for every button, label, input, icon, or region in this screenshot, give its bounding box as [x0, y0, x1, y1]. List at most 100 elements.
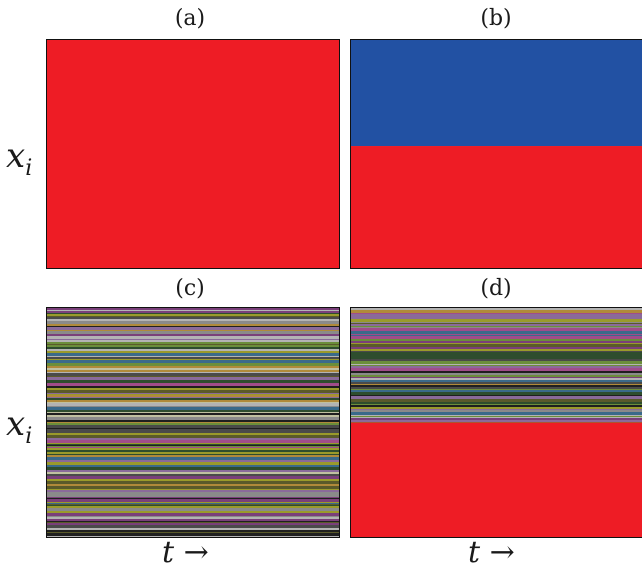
stripe	[351, 335, 642, 336]
stripe	[351, 336, 642, 339]
stripe	[47, 398, 339, 400]
stripe	[351, 418, 642, 420]
striped-band	[351, 308, 642, 423]
stripe	[47, 503, 339, 504]
stripe	[351, 361, 642, 364]
stripe	[47, 476, 339, 479]
stripe	[47, 386, 339, 388]
stripe	[47, 311, 339, 313]
stripe	[47, 479, 339, 481]
stripe	[47, 450, 339, 452]
panel-a-title: (a)	[174, 6, 206, 31]
stripe	[47, 373, 339, 376]
stripe	[47, 380, 339, 383]
stripe	[47, 376, 339, 377]
stripe	[47, 460, 339, 462]
stripe	[47, 348, 339, 349]
stripe	[47, 423, 339, 424]
stripe	[47, 498, 339, 499]
stripe	[351, 371, 642, 373]
stripe	[47, 523, 339, 525]
stripe	[47, 457, 339, 460]
stripe	[351, 319, 642, 322]
stripe	[351, 314, 642, 317]
stripe	[47, 472, 339, 474]
stripe	[351, 387, 642, 389]
stripe	[47, 511, 339, 513]
stripe	[47, 353, 339, 356]
stripe	[47, 465, 339, 467]
stripe	[351, 354, 642, 357]
stripe	[351, 375, 642, 377]
stripe	[47, 393, 339, 394]
stripe	[47, 448, 339, 450]
stripe	[47, 389, 339, 390]
stripe	[47, 310, 339, 311]
stripe	[47, 415, 339, 417]
stripe	[47, 313, 339, 314]
stripe	[47, 327, 339, 330]
stripe	[47, 443, 339, 444]
panel-b-plot	[350, 39, 642, 269]
stripe	[47, 400, 339, 402]
stripe	[47, 484, 339, 486]
stripe	[47, 431, 339, 433]
stripe	[351, 377, 642, 378]
stripe	[351, 328, 642, 331]
stripe	[47, 359, 339, 360]
stripe	[351, 416, 642, 417]
ylabel-top-main: x	[6, 136, 26, 176]
stripe	[47, 436, 339, 438]
stripe	[351, 409, 642, 410]
stripe	[47, 444, 339, 445]
stripe	[47, 428, 339, 429]
stripe	[351, 334, 642, 335]
panel-a-ylabel: xi	[6, 136, 32, 181]
stripe	[47, 324, 339, 326]
stripe	[351, 405, 642, 407]
stripe	[351, 422, 642, 423]
stripe	[351, 359, 642, 361]
stripe	[351, 313, 642, 314]
stripe	[47, 446, 339, 447]
stripe	[47, 321, 339, 324]
heatmap-panel-b	[351, 40, 642, 268]
stripe	[47, 351, 339, 353]
stripe	[47, 474, 339, 476]
stripe	[47, 486, 339, 489]
stripe	[351, 339, 642, 341]
stripe	[351, 373, 642, 375]
stripe	[47, 349, 339, 351]
stripe	[47, 528, 339, 530]
stripe	[351, 390, 642, 392]
stripe	[47, 342, 339, 344]
stripe	[351, 349, 642, 351]
stripe	[47, 530, 339, 532]
stripe	[351, 365, 642, 366]
stripe	[351, 417, 642, 418]
stripe	[351, 412, 642, 415]
stripe	[47, 356, 339, 357]
stripe	[47, 413, 339, 414]
stripe	[47, 517, 339, 519]
stripe	[351, 331, 642, 334]
stripe	[47, 519, 339, 521]
stripe	[351, 378, 642, 380]
stripe	[351, 384, 642, 385]
panel-d-plot	[350, 307, 642, 538]
stripe	[47, 536, 339, 537]
stripe	[47, 339, 339, 340]
panel-c-plot	[46, 307, 340, 538]
stripe	[47, 402, 339, 403]
stripe	[47, 508, 339, 511]
solid-band-0	[351, 40, 642, 147]
stripe	[47, 383, 339, 386]
stripe	[47, 494, 339, 497]
ylabel-bottom-sub: i	[25, 423, 33, 449]
stripe	[351, 308, 642, 310]
stripe	[351, 366, 642, 368]
stripe	[47, 395, 339, 397]
stripe	[351, 324, 642, 326]
stripe	[351, 410, 642, 412]
stripe	[47, 438, 339, 440]
